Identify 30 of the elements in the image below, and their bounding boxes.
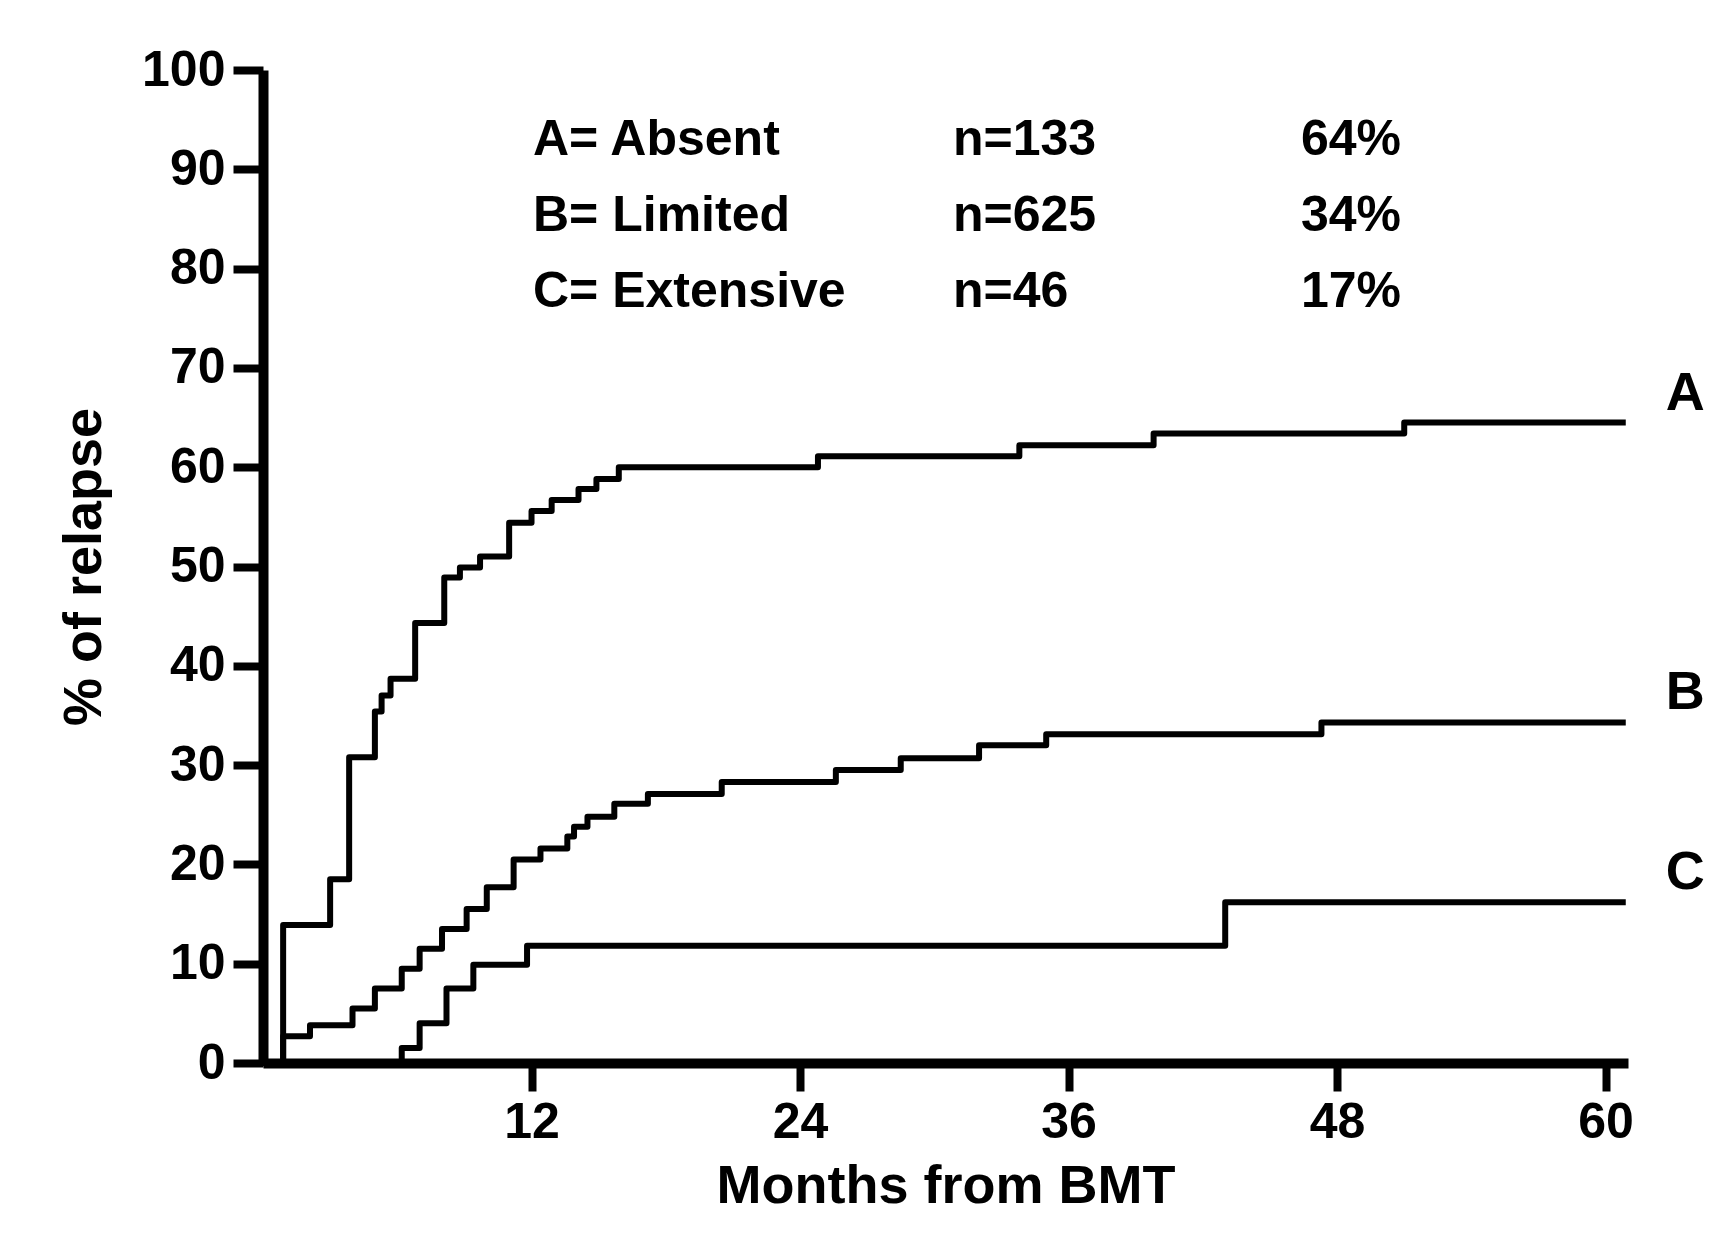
y-tick-label: 50 <box>169 537 226 593</box>
annotation: n=46 <box>953 262 1069 318</box>
annotation: n=625 <box>953 186 1097 242</box>
annotation: 34% <box>1301 186 1402 242</box>
x-tick-label: 12 <box>504 1092 560 1149</box>
y-tick-label: 90 <box>169 139 226 196</box>
x-tick-label: 36 <box>1041 1092 1097 1149</box>
annotation: 17% <box>1301 262 1402 318</box>
annotation: C= Extensive <box>533 262 846 318</box>
x-tick-label: 24 <box>772 1092 829 1149</box>
x-tick-label: 48 <box>1309 1092 1366 1149</box>
series-label: B <box>1665 660 1705 721</box>
y-tick-label: 100 <box>142 40 226 97</box>
annotation: A= Absent <box>533 110 781 166</box>
y-tick-label: 20 <box>169 834 226 891</box>
y-tick-label: 10 <box>169 934 226 991</box>
y-tick-label: 70 <box>169 338 226 395</box>
y-tick-label: 80 <box>169 239 226 296</box>
y-tick-label: 30 <box>169 735 226 792</box>
series-label: C <box>1665 840 1705 901</box>
y-axis-title: % of relapse <box>52 407 113 727</box>
series-label: A <box>1665 360 1705 421</box>
y-tick-label: 60 <box>169 437 226 494</box>
annotation: 64% <box>1301 110 1402 166</box>
x-axis-title: Months from BMT <box>716 1153 1176 1214</box>
annotation: n=133 <box>953 110 1097 166</box>
x-tick-label: 60 <box>1578 1092 1634 1149</box>
y-tick-label: 40 <box>169 636 226 693</box>
annotation: B= Limited <box>533 186 790 242</box>
y-tick-label: 0 <box>197 1033 226 1090</box>
